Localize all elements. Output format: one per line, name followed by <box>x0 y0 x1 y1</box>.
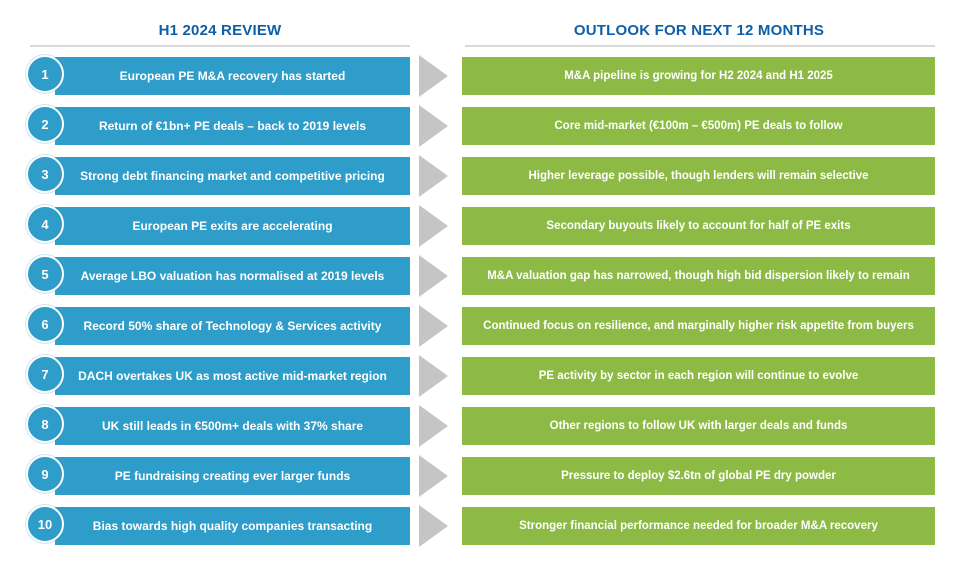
review-bar-label: Record 50% share of Technology & Service… <box>83 319 382 333</box>
review-bar-label: Bias towards high quality companies tran… <box>92 519 373 533</box>
row-8: 8 UK still leads in €500m+ deals with 37… <box>0 401 957 451</box>
right-arrow-icon <box>419 405 448 447</box>
outlook-bar: Pressure to deploy $2.6tn of global PE d… <box>462 457 935 495</box>
review-bar: European PE M&A recovery has started <box>55 57 410 95</box>
outlook-bar-label: Other regions to follow UK with larger d… <box>549 420 848 432</box>
review-bar-label: PE fundraising creating ever larger fund… <box>114 469 351 483</box>
step-number-badge: 8 <box>26 405 64 443</box>
right-arrow-icon <box>419 355 448 397</box>
outlook-bar: Higher leverage possible, though lenders… <box>462 157 935 195</box>
outlook-bar-label: Higher leverage possible, though lenders… <box>528 170 869 182</box>
review-bar-label: UK still leads in €500m+ deals with 37% … <box>101 419 364 433</box>
outlook-bar: M&A pipeline is growing for H2 2024 and … <box>462 57 935 95</box>
left-column-header: H1 2024 REVIEW <box>30 14 410 46</box>
outlook-bar: Secondary buyouts likely to account for … <box>462 207 935 245</box>
right-column-header: OUTLOOK FOR NEXT 12 MONTHS <box>463 14 935 46</box>
review-bar-label: DACH overtakes UK as most active mid-mar… <box>78 369 387 383</box>
right-arrow-icon <box>419 155 448 197</box>
outlook-bar-label: Pressure to deploy $2.6tn of global PE d… <box>561 470 836 482</box>
left-column-title: H1 2024 REVIEW <box>158 21 282 39</box>
row-4: 4 European PE exits are accelerating Sec… <box>0 201 957 251</box>
review-bar-label: Strong debt financing market and competi… <box>80 169 385 183</box>
review-bar: Strong debt financing market and competi… <box>55 157 410 195</box>
review-bar: Average LBO valuation has normalised at … <box>55 257 410 295</box>
right-arrow-icon <box>419 455 448 497</box>
step-number-badge: 7 <box>26 355 64 393</box>
step-number-badge: 10 <box>26 505 64 543</box>
right-arrow-icon <box>419 305 448 347</box>
outlook-bar-label: Core mid-market (€100m – €500m) PE deals… <box>554 120 843 132</box>
row-7: 7 DACH overtakes UK as most active mid-m… <box>0 351 957 401</box>
outlook-bar: PE activity by sector in each region wil… <box>462 357 935 395</box>
row-2: 2 Return of €1bn+ PE deals – back to 201… <box>0 101 957 151</box>
review-bar: UK still leads in €500m+ deals with 37% … <box>55 407 410 445</box>
review-bar-label: European PE exits are accelerating <box>132 219 333 233</box>
outlook-bar: Stronger financial performance needed fo… <box>462 507 935 545</box>
outlook-bar: Other regions to follow UK with larger d… <box>462 407 935 445</box>
outlook-bar-label: Stronger financial performance needed fo… <box>519 520 878 532</box>
review-bar: PE fundraising creating ever larger fund… <box>55 457 410 495</box>
row-5: 5 Average LBO valuation has normalised a… <box>0 251 957 301</box>
right-arrow-icon <box>419 205 448 247</box>
left-header-divider <box>30 45 410 47</box>
step-number-badge: 1 <box>26 55 64 93</box>
step-number-badge: 5 <box>26 255 64 293</box>
review-bar-label: European PE M&A recovery has started <box>119 69 346 83</box>
review-bar: European PE exits are accelerating <box>55 207 410 245</box>
outlook-bar-label: PE activity by sector in each region wil… <box>538 370 859 382</box>
row-9: 9 PE fundraising creating ever larger fu… <box>0 451 957 501</box>
right-column-title: OUTLOOK FOR NEXT 12 MONTHS <box>573 21 825 39</box>
row-10: 10 Bias towards high quality companies t… <box>0 501 957 551</box>
outlook-bar-label: Continued focus on resilience, and margi… <box>483 320 914 332</box>
row-6: 6 Record 50% share of Technology & Servi… <box>0 301 957 351</box>
right-arrow-icon <box>419 55 448 97</box>
outlook-bar: Core mid-market (€100m – €500m) PE deals… <box>462 107 935 145</box>
outlook-bar: Continued focus on resilience, and margi… <box>462 307 935 345</box>
outlook-bar-label: Secondary buyouts likely to account for … <box>546 220 851 232</box>
review-bar: Record 50% share of Technology & Service… <box>55 307 410 345</box>
right-arrow-icon <box>419 105 448 147</box>
outlook-bar: M&A valuation gap has narrowed, though h… <box>462 257 935 295</box>
review-bar: Bias towards high quality companies tran… <box>55 507 410 545</box>
right-arrow-icon <box>419 505 448 547</box>
outlook-bar-label: M&A valuation gap has narrowed, though h… <box>487 270 910 282</box>
step-number-badge: 3 <box>26 155 64 193</box>
step-number-badge: 4 <box>26 205 64 243</box>
step-number-badge: 6 <box>26 305 64 343</box>
right-header-divider <box>465 45 935 47</box>
review-bar: Return of €1bn+ PE deals – back to 2019 … <box>55 107 410 145</box>
review-bar: DACH overtakes UK as most active mid-mar… <box>55 357 410 395</box>
review-bar-label: Average LBO valuation has normalised at … <box>80 269 385 283</box>
row-3: 3 Strong debt financing market and compe… <box>0 151 957 201</box>
outlook-bar-label: M&A pipeline is growing for H2 2024 and … <box>564 70 833 82</box>
row-1: 1 European PE M&A recovery has started M… <box>0 51 957 101</box>
step-number-badge: 2 <box>26 105 64 143</box>
rows-container: 1 European PE M&A recovery has started M… <box>0 51 957 551</box>
review-bar-label: Return of €1bn+ PE deals – back to 2019 … <box>98 119 367 133</box>
right-arrow-icon <box>419 255 448 297</box>
step-number-badge: 9 <box>26 455 64 493</box>
